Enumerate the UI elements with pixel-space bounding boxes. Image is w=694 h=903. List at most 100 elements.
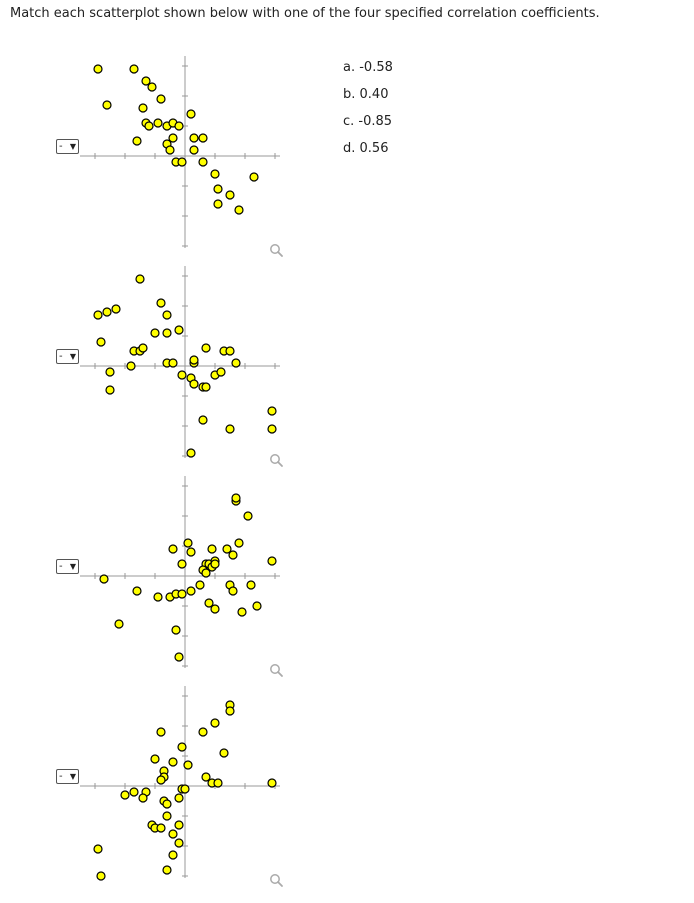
scatter-point (153, 592, 163, 602)
scatter-point (174, 838, 184, 848)
scatter-point (174, 325, 184, 335)
scatter-point (267, 556, 277, 566)
scatter-point (249, 172, 259, 182)
scatterplot-4 (80, 686, 283, 887)
scatter-point (102, 100, 112, 110)
scatter-point (162, 310, 172, 320)
scatter-point (168, 133, 178, 143)
scatter-point (213, 778, 223, 788)
scatter-point (177, 589, 187, 599)
choice-a: a. -0.58 (343, 60, 393, 75)
scatterplot-panel-3: - ▼ (56, 468, 296, 677)
scatter-point (150, 754, 160, 764)
scatter-point (186, 586, 196, 596)
scatter-point (141, 76, 151, 86)
scatter-point (216, 367, 226, 377)
scatter-point (213, 184, 223, 194)
scatter-point (156, 727, 166, 737)
scatter-point (156, 823, 166, 833)
zoom-icon[interactable] (270, 244, 283, 257)
scatter-point (162, 799, 172, 809)
scatter-point (114, 619, 124, 629)
scatter-point (120, 790, 130, 800)
scatter-point (147, 82, 157, 92)
axes (80, 56, 280, 248)
scatter-point (195, 580, 205, 590)
scatter-point (210, 169, 220, 179)
scatter-point (207, 544, 217, 554)
scatterplot-panel-2: - ▼ (56, 258, 296, 467)
scatterplot-2 (80, 266, 283, 467)
scatter-point (93, 844, 103, 854)
scatterplot-1 (80, 56, 283, 257)
scatter-point (93, 310, 103, 320)
zoom-icon[interactable] (270, 874, 283, 887)
scatterplot-panel-1: - ▼ (56, 48, 296, 257)
scatter-point (177, 742, 187, 752)
scatter-point (186, 448, 196, 458)
scatter-point (138, 103, 148, 113)
scatter-point (96, 337, 106, 347)
chevron-down-icon: ▼ (69, 142, 76, 151)
correlation-select-2[interactable]: - ▼ (56, 349, 79, 364)
scatter-point (198, 415, 208, 425)
correlation-select-value: - (59, 351, 63, 362)
scatter-point (168, 829, 178, 839)
correlation-select-4[interactable]: - ▼ (56, 769, 79, 784)
scatter-point (198, 157, 208, 167)
correlation-select-value: - (59, 141, 63, 152)
correlation-select-value: - (59, 561, 63, 572)
correlation-select-1[interactable]: - ▼ (56, 139, 79, 154)
scatter-point (174, 793, 184, 803)
scatter-point (183, 538, 193, 548)
scatter-point (168, 850, 178, 860)
scatter-point (186, 109, 196, 119)
scatter-point (228, 550, 238, 560)
scatter-point (132, 136, 142, 146)
scatter-point (132, 586, 142, 596)
scatter-point (234, 538, 244, 548)
scatter-point (210, 604, 220, 614)
scatter-point (99, 574, 109, 584)
scatter-point (243, 511, 253, 521)
scatter-point (162, 811, 172, 821)
scatter-point (267, 778, 277, 788)
scatter-point (105, 385, 115, 395)
scatter-point (189, 145, 199, 155)
scatter-point (138, 343, 148, 353)
scatter-point (162, 328, 172, 338)
points (93, 700, 277, 881)
zoom-icon[interactable] (270, 454, 283, 467)
scatter-point (228, 586, 238, 596)
scatter-point (138, 793, 148, 803)
scatter-point (177, 157, 187, 167)
axes (80, 686, 280, 878)
scatterplot-3 (80, 476, 283, 677)
points (93, 64, 259, 215)
scatter-point (129, 787, 139, 797)
scatter-point (219, 748, 229, 758)
scatter-point (204, 598, 214, 608)
scatter-point (222, 544, 232, 554)
scatter-point (156, 94, 166, 104)
coefficient-choices: a. -0.58 b. 0.40 c. -0.85 d. 0.56 (343, 60, 393, 168)
scatter-point (96, 871, 106, 881)
scatter-point (186, 547, 196, 557)
scatter-point (177, 559, 187, 569)
correlation-select-3[interactable]: - ▼ (56, 559, 79, 574)
chevron-down-icon: ▼ (69, 352, 76, 361)
scatter-point (129, 64, 139, 74)
scatter-point (267, 424, 277, 434)
scatter-point (183, 760, 193, 770)
points (93, 274, 277, 458)
chevron-down-icon: ▼ (69, 562, 76, 571)
scatter-point (225, 346, 235, 356)
scatter-point (162, 865, 172, 875)
question-prompt: Match each scatterplot shown below with … (10, 6, 600, 21)
zoom-icon[interactable] (270, 664, 283, 677)
scatter-point (180, 784, 190, 794)
scatter-point (102, 307, 112, 317)
scatter-point (225, 706, 235, 716)
scatter-point (225, 424, 235, 434)
scatter-point (168, 544, 178, 554)
